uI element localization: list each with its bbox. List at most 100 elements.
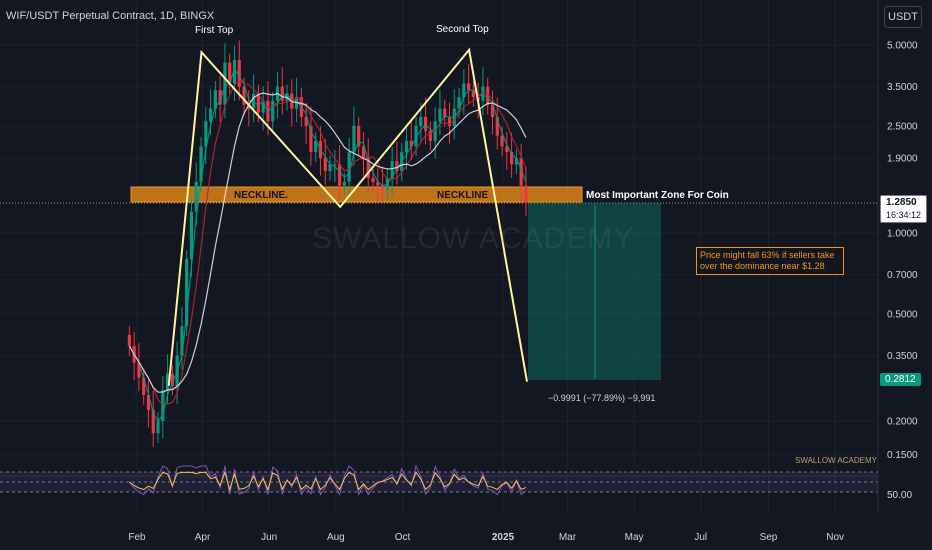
candle-body bbox=[328, 164, 332, 172]
candle-body bbox=[471, 90, 475, 98]
note-box: Price might fall 63% if sellers take ove… bbox=[696, 247, 844, 275]
candle-body bbox=[228, 62, 232, 84]
ma-slow bbox=[128, 92, 527, 393]
candle-body bbox=[519, 158, 523, 186]
candle-body bbox=[208, 108, 213, 122]
candle-body bbox=[232, 59, 237, 84]
x-tick-label: Oct bbox=[395, 532, 411, 543]
candle-body bbox=[457, 97, 461, 109]
candle-body bbox=[462, 83, 466, 98]
candle-body bbox=[447, 116, 452, 126]
rsi-panel: 50.00 bbox=[0, 464, 912, 501]
candle-body bbox=[314, 140, 318, 153]
y-tick-label: 1.0000 bbox=[887, 229, 918, 240]
currency-button[interactable]: USDT bbox=[884, 6, 922, 28]
y-tick-label: 0.2000 bbox=[887, 417, 918, 428]
candle-body bbox=[347, 152, 351, 182]
first-top-label: First Top bbox=[192, 24, 237, 37]
x-tick-label: Feb bbox=[128, 532, 146, 543]
candle-body bbox=[247, 104, 251, 109]
candle-body bbox=[490, 104, 495, 117]
candle-body bbox=[376, 181, 380, 186]
candle-body bbox=[361, 146, 366, 159]
ma-mid bbox=[128, 80, 527, 406]
y-tick-label: 2.5000 bbox=[887, 121, 918, 132]
candle-body bbox=[380, 185, 385, 190]
candle-body bbox=[204, 121, 208, 147]
current-price-tag: 1.2850 16:34:12 bbox=[880, 195, 928, 223]
candle-body bbox=[342, 181, 346, 186]
candle-body bbox=[481, 86, 485, 101]
candle-body bbox=[323, 158, 327, 172]
candle-body bbox=[371, 178, 375, 182]
candle-body bbox=[256, 93, 260, 113]
candle-body bbox=[510, 152, 514, 165]
candle-body bbox=[194, 181, 198, 212]
candle-body bbox=[156, 421, 160, 434]
candle-body bbox=[213, 90, 217, 109]
candle-body bbox=[428, 130, 432, 141]
y-tick-label: 3.5000 bbox=[887, 82, 918, 93]
neckline-right-label: NECKLINE bbox=[437, 190, 489, 201]
x-tick-label: Aug bbox=[327, 532, 345, 543]
candle-body bbox=[390, 161, 394, 179]
candle-body bbox=[223, 62, 227, 105]
x-tick-label: Sep bbox=[760, 532, 778, 543]
candle-body bbox=[304, 116, 308, 126]
moving-averages bbox=[128, 67, 527, 423]
candle-body bbox=[395, 161, 399, 172]
x-tick-label: Jun bbox=[261, 532, 277, 543]
candle-body bbox=[443, 108, 447, 117]
y-tick-label: 0.3500 bbox=[887, 351, 918, 362]
y-tick-label: 0.7000 bbox=[887, 270, 918, 281]
candle-body bbox=[514, 158, 518, 165]
candle-body bbox=[467, 83, 471, 91]
candle-body bbox=[366, 158, 370, 179]
candle-body bbox=[161, 390, 165, 422]
y-tick-label: 1.9000 bbox=[887, 154, 918, 165]
candle-countdown: 16:34:12 bbox=[886, 210, 922, 220]
axes: 5.0000 3.5000 2.5000 1.9000 1.0000 0.7000 0.50… bbox=[128, 0, 918, 543]
candle-body bbox=[180, 326, 184, 356]
second-top-label: Second Top bbox=[433, 23, 492, 36]
rsi-value-label: 50.00 bbox=[887, 490, 912, 501]
grid bbox=[0, 0, 878, 512]
candle-body bbox=[309, 125, 313, 153]
target-price-tag: 0.2812 bbox=[880, 373, 921, 386]
candle-body bbox=[280, 86, 284, 101]
note-line-1: Price might fall 63% if sellers take bbox=[700, 250, 835, 260]
candles bbox=[127, 40, 528, 447]
candle-body bbox=[261, 100, 265, 113]
x-tick-label: Apr bbox=[195, 532, 211, 543]
current-price-value: 1.2850 bbox=[886, 197, 917, 208]
candle-body bbox=[242, 86, 246, 105]
x-tick-label: May bbox=[625, 532, 644, 543]
candle-body bbox=[127, 334, 131, 347]
candle-body bbox=[146, 394, 151, 410]
candle-body bbox=[199, 146, 203, 182]
candle-body bbox=[170, 373, 174, 386]
candle-body bbox=[486, 86, 490, 105]
candle-body bbox=[409, 140, 413, 147]
candle-body bbox=[237, 59, 241, 87]
candle-body bbox=[404, 140, 409, 153]
candle-body bbox=[137, 362, 141, 378]
note-line-2: over the dominance near $1.28 bbox=[700, 261, 825, 271]
rsi-signal-line bbox=[129, 470, 527, 492]
candle-body bbox=[419, 116, 423, 126]
candle-body bbox=[500, 135, 504, 147]
candle-body bbox=[337, 164, 342, 186]
x-tick-label: Mar bbox=[559, 532, 577, 543]
candle-body bbox=[251, 93, 256, 109]
candle-body bbox=[352, 125, 356, 153]
watermark: SWALLOW ACADEMY bbox=[312, 222, 635, 255]
candle-body bbox=[505, 146, 509, 153]
candle-body bbox=[357, 125, 361, 147]
candle-body bbox=[414, 125, 418, 147]
x-tick-label: 2025 bbox=[492, 532, 515, 543]
candle-body bbox=[495, 116, 499, 136]
candle-body bbox=[524, 185, 528, 203]
candle-body bbox=[189, 211, 194, 260]
candle-body bbox=[165, 373, 170, 391]
